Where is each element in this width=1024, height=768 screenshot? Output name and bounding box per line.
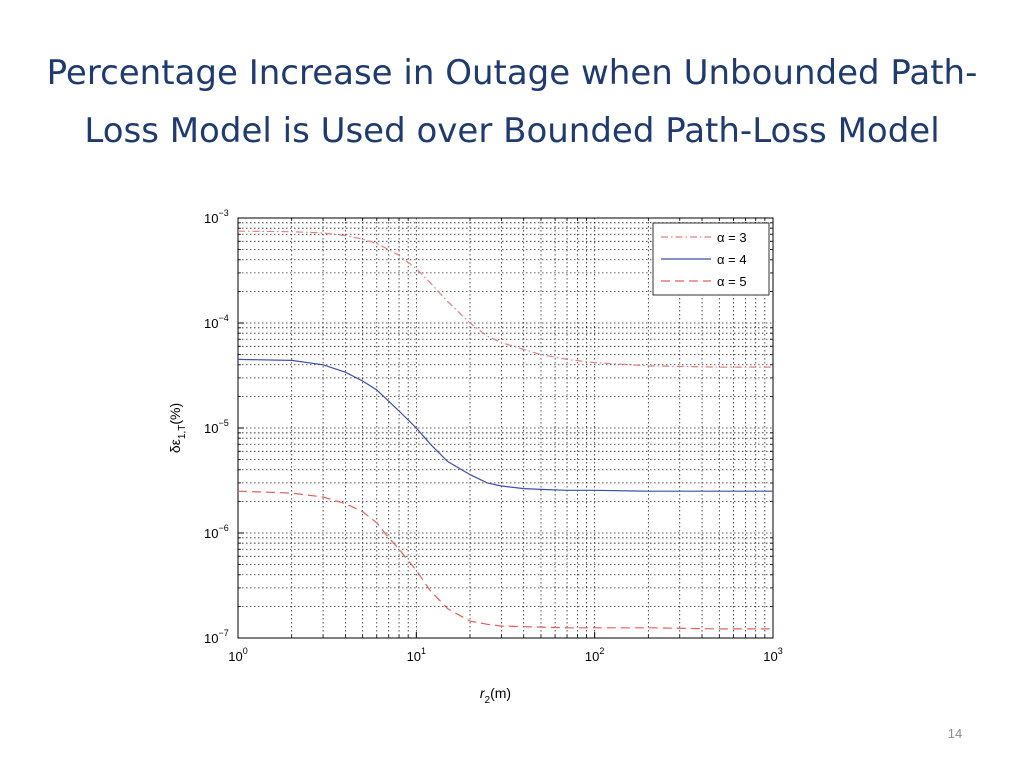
- series-line-1: [237, 230, 773, 368]
- x-tick-label: 100: [228, 646, 247, 664]
- y-axis-label-subscript: 1,T: [177, 425, 188, 439]
- legend-label-2: α = 4: [717, 252, 747, 267]
- y-tick-label-base: 10: [204, 421, 218, 436]
- slide-title-line-1: Percentage Increase in Outage when Unbou…: [46, 53, 978, 93]
- series-line-3: [237, 490, 773, 630]
- page-number: 14: [947, 726, 963, 741]
- x-tick-label-exponent: 2: [599, 646, 604, 656]
- x-tick-label: 102: [585, 646, 604, 664]
- y-tick-label: 10−4: [204, 313, 229, 331]
- x-tick-label: 101: [407, 646, 426, 664]
- y-tick-label-exponent: −5: [218, 418, 228, 428]
- y-axis-label-symbol: δε: [167, 439, 183, 453]
- slide-title: Percentage Increase in Outage when Unbou…: [0, 44, 1024, 160]
- x-tick-label-exponent: 1: [421, 646, 426, 656]
- x-tick-label-exponent: 0: [243, 646, 248, 656]
- x-tick-label-exponent: 3: [778, 646, 783, 656]
- x-axis-label-subscript: 2: [485, 695, 491, 705]
- y-tick-label-base: 10: [204, 211, 218, 226]
- y-axis-label: δε1,T(%): [167, 403, 188, 453]
- x-tick-label-base: 10: [763, 649, 777, 664]
- y-tick-label: 10−7: [204, 628, 229, 646]
- x-axis-label: r2(m): [480, 685, 511, 705]
- y-axis-label-unit: (%): [167, 403, 183, 425]
- y-tick-label-base: 10: [204, 316, 218, 331]
- y-tick-label-base: 10: [204, 526, 218, 541]
- slide-title-line-2: Loss Model is Used over Bounded Path-Los…: [84, 111, 940, 151]
- y-tick-label: 10−6: [204, 523, 229, 541]
- legend-label-1: α = 3: [717, 230, 747, 245]
- y-tick-label-exponent: −4: [218, 313, 228, 323]
- y-tick-label-exponent: −7: [218, 628, 228, 638]
- x-tick-label-base: 10: [585, 649, 599, 664]
- y-tick-label: 10−3: [204, 208, 229, 226]
- legend-label-3: α = 5: [717, 274, 747, 289]
- series-line-2: [237, 358, 773, 492]
- x-axis-label-symbol: r: [480, 685, 486, 701]
- y-tick-label-exponent: −6: [218, 523, 228, 533]
- x-tick-label-base: 10: [228, 649, 242, 664]
- y-tick-label-base: 10: [204, 631, 218, 646]
- y-tick-label-exponent: −3: [218, 208, 228, 218]
- x-tick-label: 103: [763, 646, 782, 664]
- x-axis-label-unit: (m): [490, 685, 511, 701]
- y-tick-label: 10−5: [204, 418, 229, 436]
- outage-chart: 100 101 102 10310−710−610−510−410−3r2(m)δε1…: [167, 208, 783, 705]
- x-tick-label-base: 10: [407, 649, 421, 664]
